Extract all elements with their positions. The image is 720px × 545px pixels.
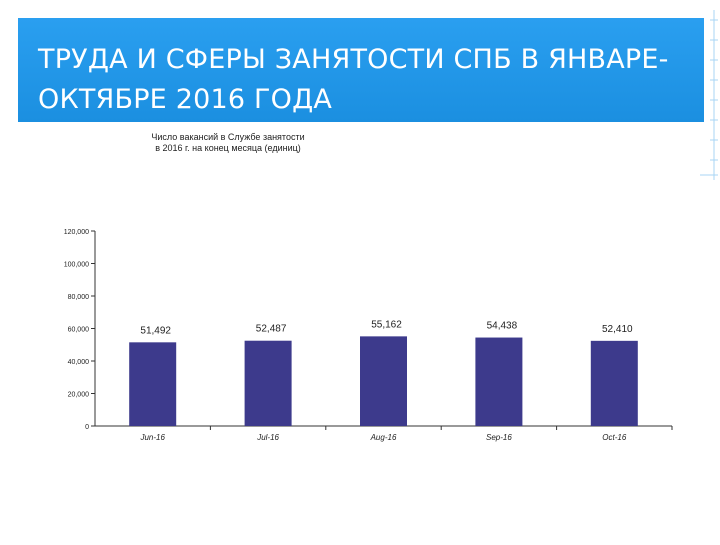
y-tick-label: 80,000: [68, 294, 90, 301]
bar: [360, 336, 407, 426]
bar-value-label: 52,487: [256, 324, 287, 335]
chart-title-line-2: в 2016 г. на конец месяца (единиц): [155, 143, 301, 153]
y-axis-ticks: 0 20,000 40,000 60,000 80,000 100,000 120,000: [64, 229, 95, 431]
x-tick-label: Aug-16: [370, 433, 397, 442]
y-tick-label: 100,000: [64, 262, 89, 269]
x-axis-ticks: Jun-16 Jul-16 Aug-16 Sep-16 Oct-16: [139, 426, 673, 442]
y-tick-label: 60,000: [68, 327, 90, 334]
slide-header: ТРУДА И СФЕРЫ ЗАНЯТОСТИ СПБ В ЯНВАРЕ- ОК…: [18, 18, 704, 122]
bar: [475, 337, 523, 426]
bar-series: 51,492 52,487 55,162 54,438 52,410: [129, 319, 638, 426]
y-tick-label: 120,000: [64, 229, 89, 236]
bar-value-label: 52,410: [602, 324, 633, 335]
bar: [244, 340, 292, 426]
bar: [129, 342, 177, 426]
slide-title-line-1: ТРУДА И СФЕРЫ ЗАНЯТОСТИ СПБ В ЯНВАРЕ-: [38, 44, 669, 75]
bar-value-label: 51,492: [140, 325, 171, 336]
slide-title: ТРУДА И СФЕРЫ ЗАНЯТОСТИ СПБ В ЯНВАРЕ- ОК…: [38, 40, 688, 120]
x-tick-label: Jun-16: [139, 433, 165, 442]
bar-value-label: 55,162: [371, 319, 402, 330]
y-tick-label: 0: [85, 424, 89, 431]
slide-title-line-2: ОКТЯБРЕ 2016 ГОДА: [38, 84, 333, 115]
corner-decoration: [700, 10, 718, 180]
chart-title-line-1: Число вакансий в Службе занятости: [151, 132, 304, 142]
x-tick-label: Jul-16: [256, 433, 279, 442]
x-tick-label: Sep-16: [486, 433, 512, 442]
bar: [590, 340, 638, 426]
y-tick-label: 40,000: [68, 359, 90, 366]
y-tick-label: 20,000: [68, 392, 90, 399]
x-tick-label: Oct-16: [602, 433, 627, 442]
bar-value-label: 54,438: [487, 321, 518, 332]
